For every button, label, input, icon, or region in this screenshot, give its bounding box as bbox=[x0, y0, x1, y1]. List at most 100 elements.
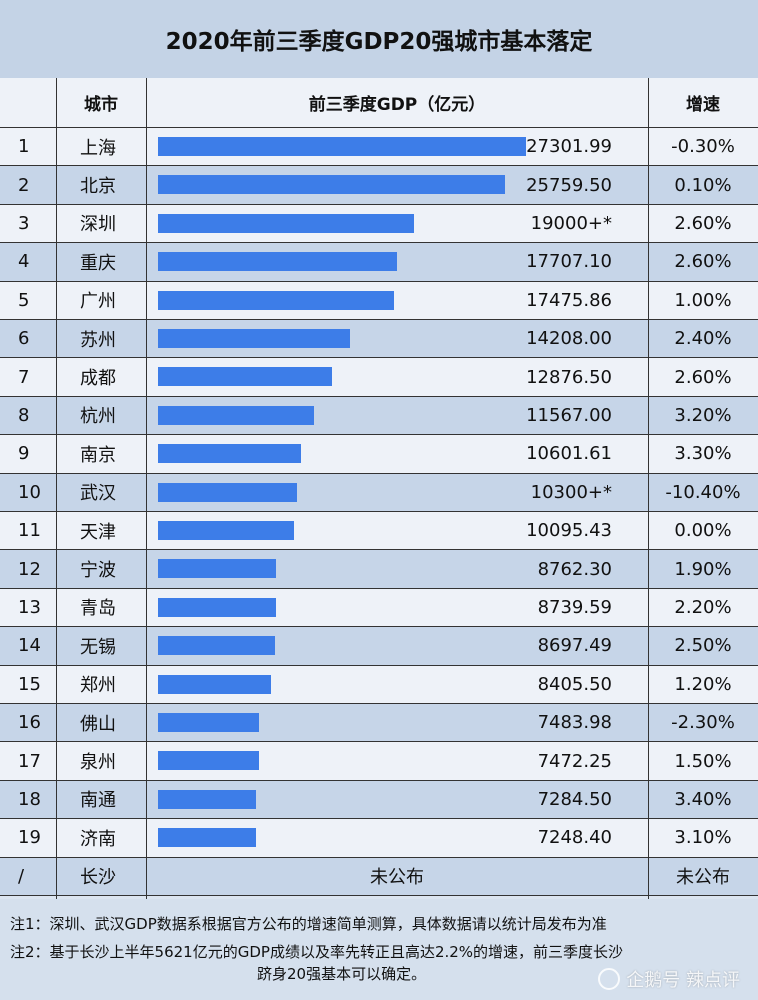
watermark-text: 企鹅号 辣点评 bbox=[626, 970, 740, 991]
table-row: 2 北京 25759.50 0.10% bbox=[0, 166, 758, 205]
rank-cell: 4 bbox=[18, 251, 30, 273]
rank-cell: 15 bbox=[18, 673, 41, 695]
gdp-bar bbox=[158, 405, 314, 425]
gdp-cell: 10601.61 bbox=[146, 435, 648, 472]
table-row: 3 深圳 19000+* 2.60% bbox=[0, 204, 758, 244]
city-cell: 武汉 bbox=[80, 483, 116, 505]
city-cell: 天津 bbox=[80, 521, 116, 543]
note-2: 注2：基于长沙上半年5621亿元的GDP成绩以及率先转正且高达2.2%的增速，前… bbox=[10, 943, 624, 961]
gdp-cell: 8762.30 bbox=[146, 550, 648, 587]
city-cell: 青岛 bbox=[80, 598, 116, 620]
table-row: 12 宁波 8762.30 1.90% bbox=[0, 550, 758, 589]
rank-cell: 19 bbox=[18, 827, 41, 849]
gdp-value-label: 8739.59 bbox=[537, 596, 612, 618]
growth-cell: 2.60% bbox=[674, 212, 732, 234]
note-2-cont: 跻身20强基本可以确定。 bbox=[257, 965, 427, 983]
gdp-bar bbox=[158, 482, 297, 502]
gdp-value-label: 17707.10 bbox=[526, 251, 612, 273]
rank-cell: 17 bbox=[18, 750, 41, 772]
growth-cell: 0.00% bbox=[674, 520, 732, 542]
rank-cell: 16 bbox=[18, 712, 41, 734]
growth-cell: 1.00% bbox=[674, 289, 732, 311]
watermark: 企鹅号 辣点评 bbox=[598, 966, 740, 992]
growth-cell: 3.20% bbox=[674, 404, 732, 426]
gdp-value-label: 8697.49 bbox=[537, 635, 612, 657]
table-row: 5 广州 17475.86 1.00% bbox=[0, 281, 758, 320]
rank-cell: 11 bbox=[18, 520, 41, 542]
table-row: 9 南京 10601.61 3.30% bbox=[0, 435, 758, 474]
gdp-value-label: 11567.00 bbox=[526, 404, 612, 426]
gdp-cell: 10300+* bbox=[146, 474, 648, 511]
gdp-value-label: 10300+* bbox=[530, 481, 612, 503]
table-row: 8 杭州 11567.00 3.20% bbox=[0, 396, 758, 436]
city-cell: 北京 bbox=[80, 176, 116, 198]
gdp-cell: 25759.50 bbox=[146, 166, 648, 203]
gdp-bar bbox=[158, 789, 257, 809]
growth-cell: 0.10% bbox=[674, 174, 732, 196]
table-row: 7 成都 12876.50 2.60% bbox=[0, 358, 758, 397]
table-row: 4 重庆 17707.10 2.60% bbox=[0, 243, 758, 282]
gdp-bar bbox=[158, 636, 276, 656]
gdp-bar bbox=[158, 713, 259, 732]
table-row: 19 济南 7248.40 3.10% bbox=[0, 819, 758, 858]
city-cell: 上海 bbox=[80, 137, 116, 159]
gdp-value-label: 14208.00 bbox=[526, 328, 612, 350]
city-cell: 成都 bbox=[80, 368, 116, 390]
gdp-cell: 7284.50 bbox=[146, 781, 648, 818]
gdp-bar bbox=[158, 674, 272, 694]
table-row: 15 郑州 8405.50 1.20% bbox=[0, 665, 758, 704]
gdp-cell: 19000+* bbox=[146, 205, 648, 242]
table-row: 1 上海 27301.99 -0.30% bbox=[0, 128, 758, 167]
table-row: 13 青岛 8739.59 2.20% bbox=[0, 588, 758, 628]
gdp-bar bbox=[158, 252, 397, 272]
note-1: 注1：深圳、武汉GDP数据系根据官方公布的增速简单测算，具体数据请以统计局发布为… bbox=[10, 915, 607, 933]
rank-cell: 12 bbox=[18, 558, 41, 580]
header-rank bbox=[0, 78, 56, 127]
growth-cell: 2.60% bbox=[674, 366, 732, 388]
rank-cell: 18 bbox=[18, 788, 41, 810]
gdp-value-label: 12876.50 bbox=[526, 366, 612, 388]
header-rate: 增速 bbox=[686, 95, 720, 115]
rank-cell: 7 bbox=[18, 366, 30, 388]
rank-cell: / bbox=[18, 865, 25, 887]
gdp-value-label: 10601.61 bbox=[526, 443, 612, 465]
gdp-bar bbox=[158, 597, 276, 617]
city-cell: 无锡 bbox=[80, 636, 116, 658]
footnotes: 注1：深圳、武汉GDP数据系根据官方公布的增速简单测算，具体数据请以统计局发布为… bbox=[0, 899, 758, 1000]
gdp-cell: 8739.59 bbox=[146, 589, 648, 626]
table-row: 11 天津 10095.43 0.00% bbox=[0, 512, 758, 551]
gdp-bar bbox=[158, 367, 332, 387]
chart-title: 2020年前三季度GDP20强城市基本落定 bbox=[0, 0, 758, 79]
growth-cell: 2.50% bbox=[674, 635, 732, 657]
city-cell: 宁波 bbox=[80, 560, 116, 582]
gdp-value-label: 17475.86 bbox=[526, 289, 612, 311]
gdp-bar bbox=[158, 559, 277, 579]
city-cell: 广州 bbox=[80, 291, 116, 313]
gdp-cell: 8697.49 bbox=[146, 627, 648, 664]
gdp-bar bbox=[158, 521, 295, 540]
city-cell: 深圳 bbox=[80, 214, 116, 236]
rank-cell: 6 bbox=[18, 328, 30, 350]
gdp-value-label: 8405.50 bbox=[537, 673, 612, 695]
gdp-cell: 17475.86 bbox=[146, 282, 648, 319]
gdp-cell: 10095.43 bbox=[146, 512, 648, 549]
growth-cell: 2.20% bbox=[674, 596, 732, 618]
rank-cell: 1 bbox=[18, 136, 30, 158]
gdp-value-label: 10095.43 bbox=[526, 520, 612, 542]
growth-cell: 未公布 bbox=[676, 867, 730, 889]
city-cell: 杭州 bbox=[80, 406, 116, 428]
penguin-logo-icon bbox=[598, 968, 621, 990]
growth-cell: 1.50% bbox=[674, 750, 732, 772]
gdp-bar bbox=[158, 290, 394, 310]
table-row: 18 南通 7284.50 3.40% bbox=[0, 780, 758, 820]
gdp-bar bbox=[158, 828, 256, 848]
growth-cell: 3.10% bbox=[674, 827, 732, 849]
city-cell: 重庆 bbox=[80, 252, 116, 274]
rank-cell: 13 bbox=[18, 596, 41, 618]
city-cell: 南通 bbox=[80, 790, 116, 812]
gdp-value-label: 7483.98 bbox=[537, 712, 612, 734]
rank-cell: 14 bbox=[18, 635, 41, 657]
gdp-value-label: 7248.40 bbox=[537, 827, 612, 849]
growth-cell: -2.30% bbox=[671, 712, 735, 734]
